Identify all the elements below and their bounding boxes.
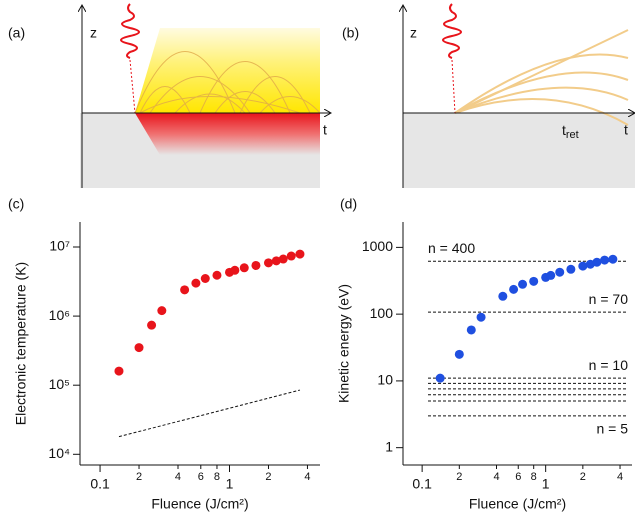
y-tick-label: 1: [385, 438, 393, 454]
x-tick-label: 2: [265, 471, 271, 483]
plasma-region: [135, 28, 320, 113]
y-tick-label: 10⁴: [48, 445, 70, 461]
trajectories: [454, 29, 629, 126]
point: [212, 270, 222, 280]
point: [271, 256, 281, 266]
x-tick-label: 4: [175, 471, 181, 483]
point: [157, 306, 167, 316]
y-tick-label: 100: [370, 305, 394, 321]
pulse-path: [129, 59, 136, 114]
x-tick-label: 8: [531, 471, 537, 483]
point: [498, 291, 508, 301]
point: [134, 343, 144, 353]
substrate: [403, 113, 635, 188]
trajectories: [134, 51, 321, 114]
panel-label: (c): [8, 196, 24, 212]
point: [295, 249, 305, 259]
level-label: n = 10: [589, 357, 629, 373]
laser-pulse: [442, 3, 462, 59]
panel-label: (d): [340, 196, 357, 212]
y-tick-label: 10⁶: [49, 307, 70, 323]
axis-label: t: [323, 122, 327, 138]
x-tick-label: 1: [542, 476, 550, 492]
x-tick-label: 8: [214, 471, 220, 483]
laser-pulse: [120, 3, 140, 59]
y-tick-label: 10⁷: [49, 238, 70, 254]
point: [191, 278, 201, 288]
point: [466, 325, 476, 335]
axis-label: tret: [562, 122, 579, 141]
t-ret-main: t: [562, 122, 566, 138]
point: [200, 274, 210, 284]
x-tick-label: 4: [493, 471, 499, 483]
level-label: n = 5: [596, 421, 628, 437]
point: [518, 279, 528, 289]
point: [286, 251, 296, 261]
x-axis-title: Fluence (J/cm²): [151, 496, 248, 512]
point: [251, 260, 261, 270]
point: [578, 261, 588, 271]
point: [230, 265, 240, 275]
point: [147, 320, 157, 330]
diagram-b: (b) z t tret: [342, 3, 635, 188]
x-tick-label: 6: [198, 471, 204, 483]
point: [529, 276, 539, 286]
point: [546, 270, 556, 280]
y-tick-label: 10: [377, 372, 393, 388]
x-tick-label: 2: [456, 471, 462, 483]
point: [114, 366, 124, 376]
diagram-a: (a) z t: [8, 3, 330, 188]
point: [180, 285, 190, 295]
point: [476, 312, 486, 322]
point: [263, 258, 273, 268]
point: [435, 373, 445, 383]
x-tick-label: 2: [580, 471, 586, 483]
panel-label: (a): [8, 25, 25, 41]
x-axis-title: Fluence (J/cm²): [469, 496, 566, 512]
y-tick-label: 10⁵: [49, 376, 70, 392]
heated-layer: [135, 113, 320, 155]
t-ret-sub: ret: [566, 129, 579, 141]
level-label: n = 70: [589, 291, 629, 307]
point: [509, 284, 519, 294]
point: [239, 263, 249, 273]
x-tick-label: 2: [136, 471, 142, 483]
point: [454, 349, 464, 359]
y-tick-label: 1000: [362, 238, 393, 254]
x-tick-label: 0.1: [412, 476, 432, 492]
reference-line: [118, 389, 301, 438]
x-tick-label: 0.1: [90, 476, 110, 492]
axis-label: z: [410, 25, 417, 41]
axis-label: t: [624, 122, 628, 138]
point: [278, 254, 288, 264]
point: [566, 264, 576, 274]
axis-label: z: [90, 25, 97, 41]
pulse-path: [451, 59, 456, 114]
y-axis-title: Electronic temperature (K): [13, 262, 29, 425]
x-tick-label: 6: [515, 471, 521, 483]
x-tick-label: 1: [226, 476, 234, 492]
point: [608, 254, 618, 264]
panel-label: (b): [342, 25, 359, 41]
level-label: n = 400: [428, 240, 475, 256]
x-tick-label: 4: [304, 471, 310, 483]
point: [592, 257, 602, 267]
point: [600, 255, 610, 265]
y-axis-title: Kinetic energy (eV): [336, 284, 352, 403]
point: [555, 267, 565, 277]
x-tick-label: 4: [617, 471, 623, 483]
